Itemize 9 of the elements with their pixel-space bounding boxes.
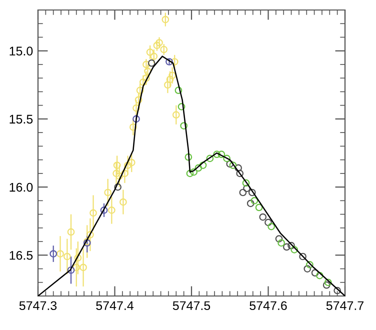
x-tick-label: 5747.6 — [250, 301, 287, 310]
x-tick-label: 5747.7 — [326, 301, 364, 310]
y-tick-label: 15.0 — [10, 46, 33, 56]
x-tick-label: 5747.4 — [96, 301, 134, 310]
x-tick-label: 5747.3 — [19, 301, 57, 310]
y-tick-label: 15.5 — [10, 114, 33, 124]
y-tick-label: 16.0 — [10, 182, 33, 192]
x-tick-label: 5747.5 — [172, 301, 210, 310]
y-tick-label: 16.5 — [10, 250, 33, 260]
